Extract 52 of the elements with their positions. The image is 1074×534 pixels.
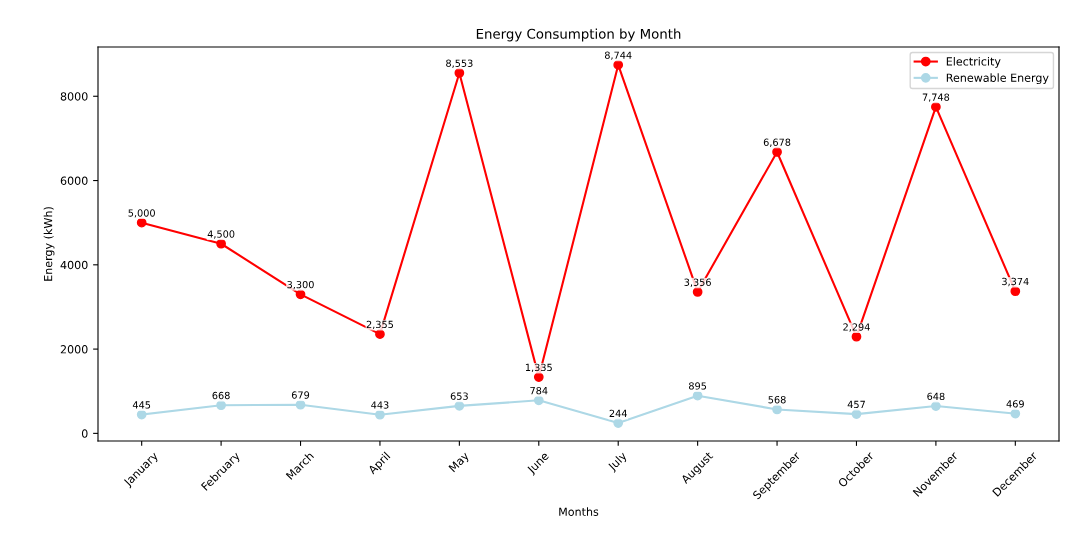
point <box>533 395 544 406</box>
data-label: 3,356 <box>684 278 711 287</box>
y-tick-label: 2000 <box>60 345 88 354</box>
point <box>931 401 941 411</box>
data-label: 1,335 <box>525 363 552 373</box>
data-label: 6,678 <box>763 138 791 147</box>
y-tick-label: 4000 <box>60 260 88 270</box>
data-label: 648 <box>927 392 945 401</box>
data-label: 2,355 <box>366 320 394 330</box>
data-label: 5,000 <box>128 209 155 218</box>
legend-label: Renewable Energy <box>946 73 1049 85</box>
point <box>772 147 782 157</box>
legend-label: Electricity <box>946 57 1001 68</box>
point <box>613 60 624 70</box>
data-label: 3,300 <box>287 280 314 290</box>
point <box>454 400 465 411</box>
x-axis-title: Months <box>559 507 599 516</box>
data-label: 457 <box>847 400 865 409</box>
point <box>613 418 624 428</box>
data-label: 2,294 <box>843 323 870 332</box>
point <box>772 404 782 415</box>
point <box>216 238 226 249</box>
data-label: 8,553 <box>446 59 473 68</box>
point <box>375 329 385 339</box>
data-label: 445 <box>132 401 151 409</box>
point <box>136 217 147 228</box>
y-tick-label: 8000 <box>60 92 88 101</box>
point <box>1010 408 1021 419</box>
data-label: 568 <box>768 396 786 404</box>
data-label: 469 <box>1006 400 1024 408</box>
point <box>851 409 862 419</box>
data-label: 244 <box>609 409 627 417</box>
data-label: 668 <box>212 391 230 400</box>
y-tick-label: 6000 <box>60 176 88 185</box>
data-label: 895 <box>689 382 707 390</box>
point <box>216 400 226 411</box>
data-label: 4,500 <box>207 230 235 239</box>
point <box>454 68 465 78</box>
point <box>931 102 941 112</box>
data-label: 7,748 <box>922 93 950 102</box>
data-label: 679 <box>291 391 310 399</box>
data-label: 8,744 <box>604 51 632 60</box>
data-label: 653 <box>450 392 468 400</box>
chart-title: Energy Consumption by Month <box>476 28 681 42</box>
data-label: 3,374 <box>1002 277 1029 287</box>
point <box>692 287 703 297</box>
data-label: 784 <box>530 386 548 395</box>
y-axis-title: Energy (kWh) <box>43 207 55 281</box>
data-label: 443 <box>371 401 389 409</box>
point <box>375 409 385 420</box>
y-tick-label: 0 <box>81 429 88 438</box>
point <box>533 372 544 382</box>
